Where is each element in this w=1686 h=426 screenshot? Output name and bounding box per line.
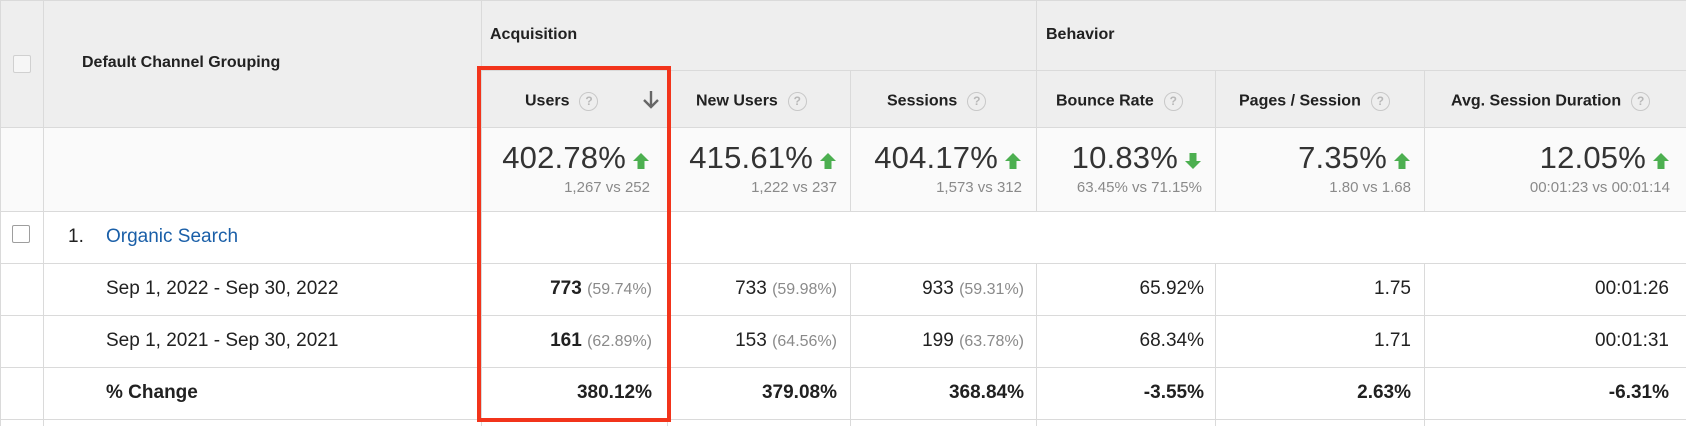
arrow-up-icon <box>1653 152 1669 169</box>
header-bg-metrics <box>481 71 1686 127</box>
arrow-up-icon <box>1394 152 1410 169</box>
channel-link-organic-search[interactable]: Organic Search <box>106 226 239 247</box>
percent: (59.74%) <box>587 281 652 298</box>
change-new-users: 379.08% <box>761 382 837 403</box>
summary-pages-session: 7.35% 1.80 vs 1.68 <box>1298 140 1411 196</box>
summary-compare: 1,222 vs 237 <box>751 179 837 196</box>
summary-value: 415.61% <box>689 140 813 175</box>
help-icon[interactable]: ? <box>579 92 599 111</box>
cell-avg-duration: 00:01:31 <box>1595 330 1669 351</box>
column-label: New Users <box>696 92 778 110</box>
cell-new-users: 153 (64.56%) <box>735 330 837 352</box>
summary-compare: 00:01:23 vs 00:01:14 <box>1529 179 1670 196</box>
header-bg-dimension <box>0 0 481 127</box>
arrow-down-icon <box>1185 152 1201 169</box>
cell-bounce-rate: 65.92% <box>1139 278 1204 299</box>
summary-row-bg <box>0 127 1686 211</box>
summary-bounce-rate: 10.83% 63.45% vs 71.15% <box>1072 140 1202 196</box>
summary-compare: 1.80 vs 1.68 <box>1329 179 1411 196</box>
change-users: 380.12% <box>576 382 652 403</box>
value: 933 <box>922 278 954 299</box>
value: 199 <box>922 330 954 351</box>
arrow-up-icon <box>633 152 649 169</box>
cell-avg-duration: 00:01:26 <box>1595 278 1669 299</box>
change-sessions: 368.84% <box>948 382 1024 403</box>
value: 161 <box>550 330 582 351</box>
change-avg-duration: -6.31% <box>1608 382 1669 403</box>
summary-new-users: 415.61% 1,222 vs 237 <box>689 140 837 196</box>
column-header-pages-session[interactable]: Pages / Session? <box>1239 92 1390 111</box>
column-header-bounce-rate[interactable]: Bounce Rate? <box>1056 92 1183 111</box>
select-all-checkbox[interactable] <box>13 55 31 73</box>
group-header-behavior: Behavior <box>1046 26 1115 43</box>
column-header-sessions[interactable]: Sessions? <box>887 92 987 111</box>
cell-sessions: 199 (63.78%) <box>922 330 1024 352</box>
percent: (59.98%) <box>772 281 837 298</box>
group-header-acquisition: Acquisition <box>490 26 578 43</box>
column-header-new-users[interactable]: New Users? <box>696 92 807 111</box>
summary-value: 10.83% <box>1071 140 1178 175</box>
help-icon[interactable]: ? <box>967 92 987 111</box>
arrow-up-icon <box>820 152 836 169</box>
row-index: 1. <box>68 226 84 247</box>
help-icon[interactable]: ? <box>787 92 807 111</box>
cell-bounce-rate: 68.34% <box>1139 330 1204 351</box>
percent: (64.56%) <box>772 333 837 350</box>
percent: (63.78%) <box>959 333 1024 350</box>
arrow-up-icon <box>1005 152 1021 169</box>
cell-users: 161 (62.89%) <box>550 330 652 352</box>
cell-new-users: 733 (59.98%) <box>735 278 837 300</box>
percent: (59.31%) <box>959 281 1024 298</box>
cell-pages-session: 1.75 <box>1374 278 1411 299</box>
column-label: Pages / Session <box>1239 92 1361 110</box>
column-header-users[interactable]: Users? <box>525 92 599 111</box>
value: 153 <box>735 330 767 351</box>
cell-sessions: 933 (59.31%) <box>922 278 1024 300</box>
summary-avg-duration: 12.05% 00:01:23 vs 00:01:14 <box>1530 140 1670 196</box>
change-pages-session: 2.63% <box>1357 382 1411 403</box>
column-label: Sessions <box>887 92 958 110</box>
help-icon[interactable]: ? <box>1370 92 1390 111</box>
row-checkbox[interactable] <box>12 225 30 243</box>
column-header-avg-duration[interactable]: Avg. Session Duration? <box>1451 92 1651 111</box>
change-label: % Change <box>106 382 198 403</box>
arrow-down-icon[interactable] <box>642 89 660 111</box>
value: 733 <box>735 278 767 299</box>
summary-compare: 63.45% vs 71.15% <box>1076 179 1202 196</box>
cell-users: 773 (59.74%) <box>550 278 652 300</box>
summary-value: 12.05% <box>1539 140 1646 175</box>
percent: (62.89%) <box>587 333 652 350</box>
period-label: Sep 1, 2021 - Sep 30, 2021 <box>106 330 339 351</box>
column-label: Avg. Session Duration <box>1451 92 1622 110</box>
summary-users: 402.78% 1,267 vs 252 <box>502 140 650 196</box>
period-label: Sep 1, 2022 - Sep 30, 2022 <box>106 278 339 299</box>
column-label: Users <box>525 92 570 110</box>
dimension-header[interactable]: Default Channel Grouping <box>82 54 281 71</box>
summary-compare: 1,573 vs 312 <box>936 179 1022 196</box>
summary-sessions: 404.17% 1,573 vs 312 <box>874 140 1022 196</box>
help-icon[interactable]: ? <box>1631 92 1651 111</box>
change-bounce-rate: -3.55% <box>1143 382 1204 403</box>
cell-pages-session: 1.71 <box>1374 330 1411 351</box>
header-bg-acquisition <box>481 0 1036 70</box>
help-icon[interactable]: ? <box>1163 92 1183 111</box>
column-label: Bounce Rate <box>1056 92 1154 110</box>
summary-value: 404.17% <box>874 140 998 175</box>
header-bg-behavior <box>1036 0 1686 70</box>
summary-compare: 1,267 vs 252 <box>564 179 650 196</box>
summary-value: 402.78% <box>502 140 626 175</box>
summary-value: 7.35% <box>1298 140 1387 175</box>
value: 773 <box>550 278 582 299</box>
